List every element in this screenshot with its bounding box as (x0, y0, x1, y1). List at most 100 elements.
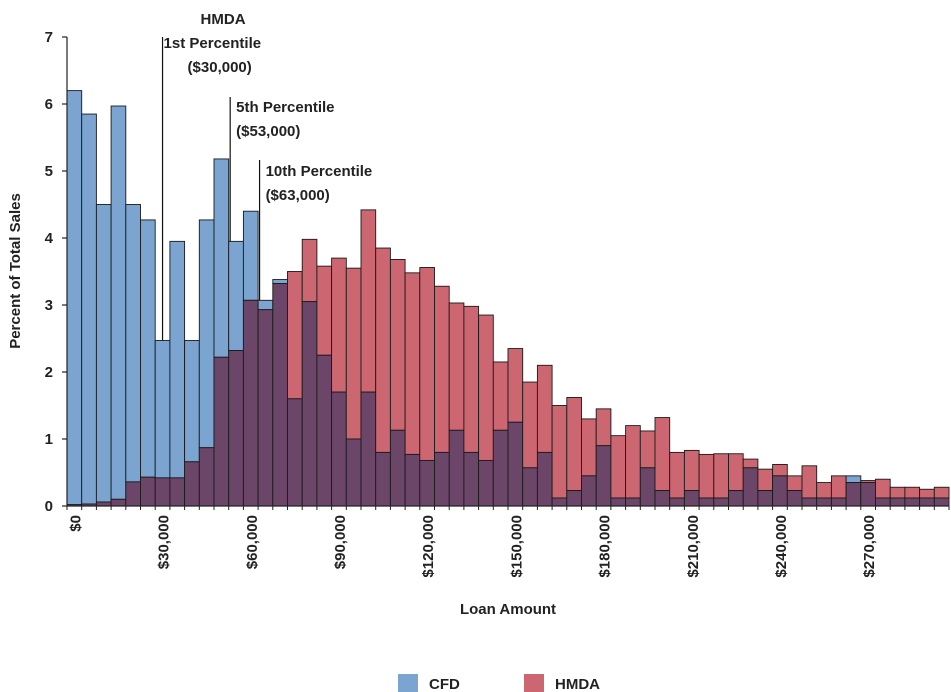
bar-hmda-50 (801, 465, 818, 499)
bar-overlap-35 (581, 475, 597, 507)
y-tick-label-2: 2 (45, 364, 53, 381)
bar-overlap-34 (566, 490, 582, 507)
bars-group (66, 90, 950, 507)
x-tick-label-7: $210,000 (685, 515, 702, 578)
bar-overlap-28 (478, 459, 494, 507)
bar-hmda-37 (610, 435, 627, 499)
bar-hmda-44 (713, 453, 729, 499)
bar-overlap-48 (772, 475, 788, 507)
bar-overlap-9 (198, 447, 215, 507)
bar-hmda-48 (772, 464, 788, 477)
bar-overlap-32 (536, 451, 553, 507)
bar-overlap-52 (830, 497, 847, 507)
x-tick-label-6: $180,000 (597, 515, 614, 578)
bar-overlap-8 (184, 461, 200, 507)
bar-overlap-51 (816, 497, 832, 507)
percentile-label-0-0: HMDA (201, 11, 246, 28)
bar-overlap-55 (875, 497, 891, 507)
bar-hmda-21 (375, 247, 391, 453)
bar-hmda-56 (889, 486, 906, 499)
bar-overlap-43 (698, 497, 715, 507)
bar-overlap-42 (683, 490, 700, 507)
y-tick-label-6: 6 (45, 96, 53, 113)
bar-overlap-56 (889, 497, 906, 507)
y-tick-label-5: 5 (45, 163, 53, 180)
bar-overlap-3 (110, 498, 127, 507)
bar-hmda-38 (625, 425, 641, 499)
bar-overlap-17 (316, 354, 333, 507)
bar-hmda-34 (566, 397, 582, 492)
y-ticks: 0 1 2 3 4 5 6 7 (45, 29, 67, 515)
bar-hmda-15 (287, 271, 303, 400)
x-tick-label-5: $150,000 (508, 515, 525, 578)
bar-overlap-15 (287, 398, 303, 507)
bar-hmda-23 (404, 272, 421, 455)
x-tick-label-8: $240,000 (773, 515, 790, 578)
bar-cfd-12 (242, 210, 259, 301)
bar-overlap-58 (919, 497, 935, 507)
y-axis-title: Percent of Total Sales (7, 193, 24, 349)
bar-hmda-18 (331, 257, 347, 393)
legend-swatch-hmda (524, 674, 544, 692)
bar-overlap-33 (551, 497, 568, 507)
bar-hmda-31 (522, 381, 538, 469)
bar-overlap-44 (713, 497, 729, 507)
bar-hmda-45 (728, 453, 744, 492)
bar-cfd-8 (184, 340, 200, 463)
bar-hmda-43 (698, 453, 715, 499)
bar-overlap-21 (375, 451, 391, 507)
annotations-group: HMDA 1st Percentile ($30,000) 5th Percentil… (161, 11, 372, 341)
bar-overlap-38 (625, 497, 641, 507)
bar-overlap-14 (272, 283, 288, 507)
bar-cfd-4 (125, 204, 141, 483)
x-ticks: $0 $30,000 $60,000 $90,000 $120,000 $150,000 $… (66, 506, 950, 578)
bar-cfd-7 (169, 240, 186, 479)
bar-hmda-47 (757, 468, 774, 492)
bar-hmda-35 (581, 418, 597, 477)
y-tick-label-3: 3 (45, 297, 53, 314)
bar-hmda-24 (419, 267, 435, 461)
bar-hmda-19 (345, 267, 362, 440)
bar-hmda-20 (360, 209, 377, 393)
bar-overlap-29 (492, 429, 509, 507)
bar-overlap-40 (654, 490, 671, 507)
y-tick-label-4: 4 (45, 230, 54, 247)
y-tick-label-1: 1 (45, 431, 53, 448)
bar-overlap-30 (507, 421, 524, 507)
bar-hmda-36 (595, 408, 612, 447)
bar-overlap-36 (595, 445, 612, 507)
x-tick-label-2: $60,000 (244, 515, 261, 569)
x-axis-title: Loan Amount (460, 601, 556, 618)
bar-cfd-13 (257, 299, 274, 311)
bar-overlap-49 (786, 490, 803, 507)
bar-hmda-39 (639, 430, 656, 469)
bar-hmda-52 (830, 475, 847, 499)
x-tick-label-9: $270,000 (861, 515, 878, 578)
bar-overlap-6 (154, 477, 171, 507)
percentile-label-0-2: ($30,000) (188, 59, 252, 76)
bar-overlap-53 (845, 482, 862, 507)
bar-overlap-18 (331, 391, 347, 507)
bar-cfd-6 (154, 340, 171, 479)
bar-overlap-26 (448, 429, 465, 507)
bar-overlap-23 (404, 453, 421, 507)
legend-label-cfd: CFD (429, 676, 460, 692)
bar-hmda-33 (551, 405, 568, 499)
bar-hmda-57 (904, 486, 921, 499)
x-tick-label-3: $90,000 (332, 515, 349, 569)
bar-overlap-39 (639, 467, 656, 507)
bar-cfd-11 (228, 240, 244, 352)
bar-overlap-47 (757, 490, 774, 507)
percentile-label-1-1: ($53,000) (236, 123, 300, 140)
bar-overlap-10 (213, 356, 230, 507)
bar-overlap-54 (860, 482, 876, 507)
bar-overlap-4 (125, 481, 141, 507)
bar-overlap-57 (904, 497, 921, 507)
legend-swatch-cfd (398, 674, 418, 692)
bar-hmda-40 (654, 417, 671, 492)
bar-overlap-25 (434, 451, 450, 507)
bar-cfd-14 (272, 279, 288, 285)
bar-overlap-41 (669, 497, 685, 507)
percentile-label-2-1: ($63,000) (266, 187, 330, 204)
